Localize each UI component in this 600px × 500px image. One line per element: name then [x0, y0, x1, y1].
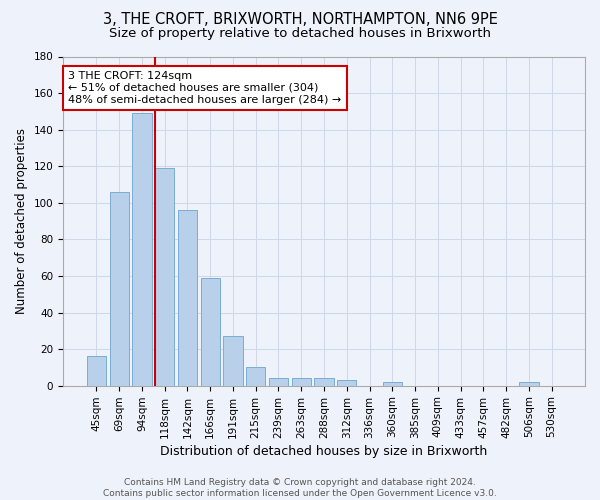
Y-axis label: Number of detached properties: Number of detached properties [15, 128, 28, 314]
Bar [110, 192, 129, 386]
Bar [383, 382, 402, 386]
Bar [223, 336, 242, 386]
Text: Contains HM Land Registry data © Crown copyright and database right 2024.
Contai: Contains HM Land Registry data © Crown c… [103, 478, 497, 498]
Bar [178, 210, 197, 386]
X-axis label: Distribution of detached houses by size in Brixworth: Distribution of detached houses by size … [160, 444, 488, 458]
Bar [246, 368, 265, 386]
Bar [155, 168, 175, 386]
Text: Size of property relative to detached houses in Brixworth: Size of property relative to detached ho… [109, 28, 491, 40]
Bar [200, 278, 220, 386]
Bar [314, 378, 334, 386]
Text: 3 THE CROFT: 124sqm
← 51% of detached houses are smaller (304)
48% of semi-detac: 3 THE CROFT: 124sqm ← 51% of detached ho… [68, 72, 341, 104]
Text: 3, THE CROFT, BRIXWORTH, NORTHAMPTON, NN6 9PE: 3, THE CROFT, BRIXWORTH, NORTHAMPTON, NN… [103, 12, 497, 28]
Bar [87, 356, 106, 386]
Bar [337, 380, 356, 386]
Bar [292, 378, 311, 386]
Bar [132, 113, 152, 386]
Bar [519, 382, 539, 386]
Bar [269, 378, 288, 386]
